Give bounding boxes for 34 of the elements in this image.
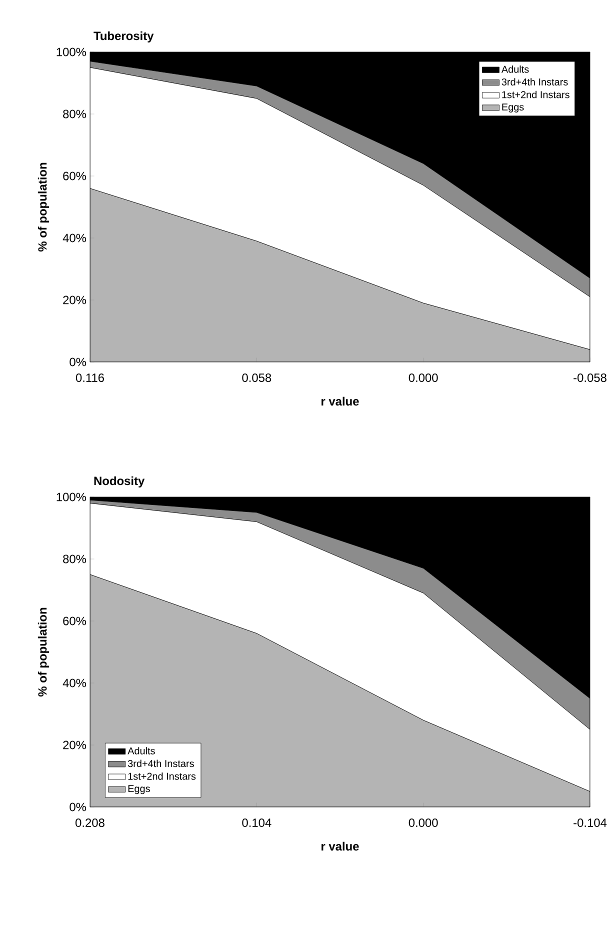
legend-label: Eggs <box>502 104 524 112</box>
y-tick-label: 60% <box>63 172 86 180</box>
y-tick-label: 40% <box>62 234 86 242</box>
x-tick-label: 0.000 <box>408 374 438 382</box>
legend-label: 1st+2nd Instars <box>502 90 570 98</box>
y-tick-label: 80% <box>63 110 86 118</box>
legend-label: 3rd+4th Instars <box>502 78 568 86</box>
y-tick-label: 100% <box>56 48 86 56</box>
x-tick-label: 0.116 <box>76 374 104 382</box>
y-tick-label: 60% <box>63 616 86 626</box>
y-tick-label: 100% <box>56 492 86 502</box>
x-tick-label: 0.058 <box>242 374 272 382</box>
legend-label: Adults <box>128 747 155 754</box>
y-tick-label: 20% <box>63 296 86 304</box>
y-tick-label: 80% <box>63 554 86 564</box>
legend-label: Eggs <box>128 785 150 794</box>
y-axis-title: % of population <box>38 608 50 697</box>
x-axis-title: r value <box>322 396 359 406</box>
x-axis-title: r value <box>322 842 359 851</box>
x-tick-label: -0.058 <box>574 374 606 382</box>
y-tick-label: 0% <box>70 802 86 812</box>
x-tick-label: 0.208 <box>76 818 104 827</box>
chart-title: Nodosity <box>94 476 145 488</box>
legend-label: 3rd+4th Instars <box>128 760 194 768</box>
x-tick-label: 0.104 <box>242 818 272 827</box>
y-axis-title: % of population <box>38 162 50 252</box>
legend-label: 1st+2nd Instars <box>128 772 196 780</box>
y-tick-label: 0% <box>70 358 86 366</box>
chart-title: Tuberosity <box>94 31 154 43</box>
legend-label: Adults <box>501 65 529 73</box>
x-tick-label: 0.000 <box>408 818 438 827</box>
x-tick-label: -0.104 <box>574 818 607 827</box>
y-tick-label: 40% <box>62 678 86 688</box>
y-tick-label: 20% <box>63 740 86 750</box>
